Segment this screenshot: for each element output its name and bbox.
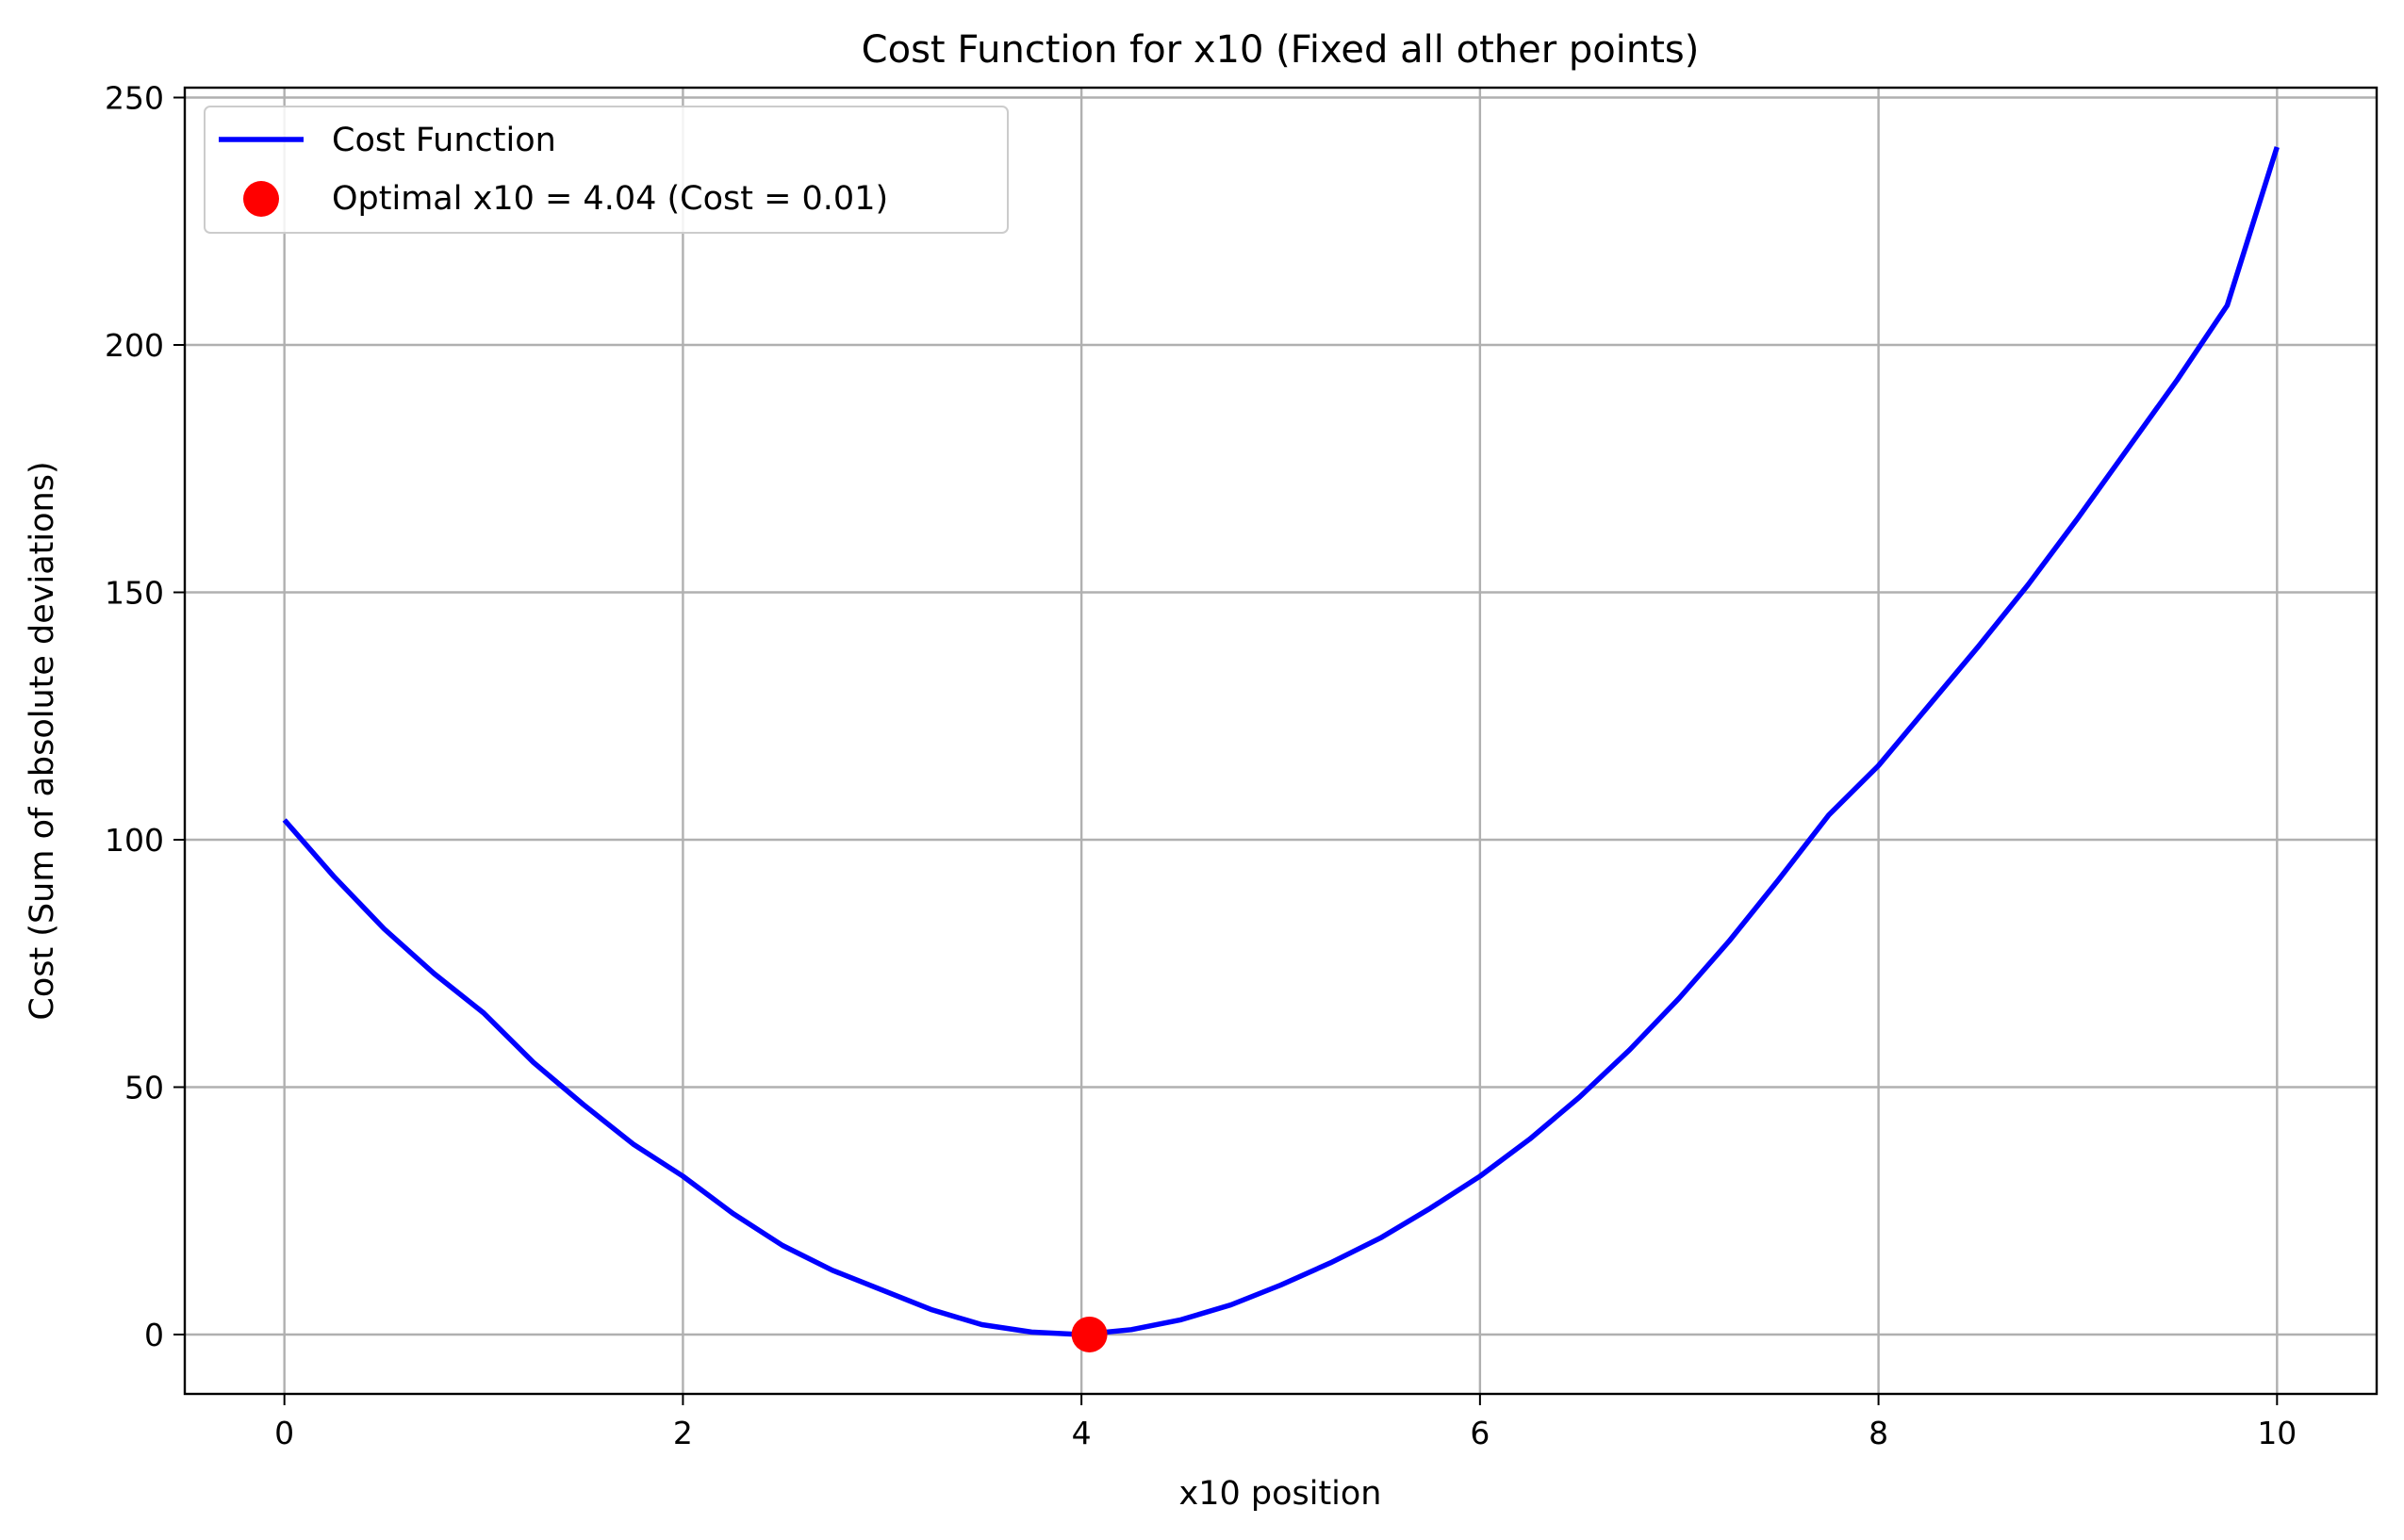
x-tick-label: 6 [1470,1415,1490,1451]
x-tick-label: 2 [673,1415,693,1451]
x-axis-label: x10 position [1178,1475,1381,1513]
chart-title: Cost Function for x10 (Fixed all other p… [862,28,1700,72]
legend-box [204,106,1009,234]
legend: Cost Function Optimal x10 = 4.04 (Cost =… [204,106,1009,234]
plot-area [282,146,2280,1352]
y-axis-label: Cost (Sum of absolute deviations) [24,461,61,1020]
y-tick-label: 150 [105,575,164,612]
cost-function-line [282,146,2280,1337]
y-tick-label: 200 [105,327,164,364]
y-tick-label: 0 [144,1317,164,1353]
y-tick-label: 50 [124,1070,164,1106]
optimal-point-marker [1071,1316,1108,1352]
x-tick-label: 8 [1869,1415,1888,1451]
legend-label-optimal: Optimal x10 = 4.04 (Cost = 0.01) [332,180,888,218]
x-tick-label: 0 [274,1415,294,1451]
grid-lines [185,88,2377,1394]
legend-marker-swatch [243,181,279,217]
y-tick-label: 100 [105,822,164,859]
x-tick-label: 10 [2257,1415,2297,1451]
legend-label-cost-function: Cost Function [332,122,556,159]
y-tick-label: 250 [105,80,164,117]
x-tick-label: 4 [1072,1415,1092,1451]
axes-frame [183,86,2379,1396]
